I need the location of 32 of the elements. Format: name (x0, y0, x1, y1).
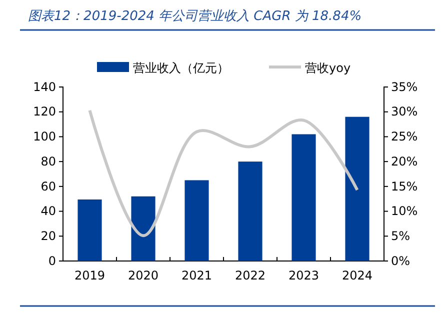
legend-label: 营收yoy (305, 61, 351, 75)
y2-tick-label: 30% (391, 104, 418, 119)
x-tick-label: 2022 (234, 268, 266, 283)
x-tick-label: 2021 (181, 268, 212, 283)
y-tick-label: 0 (48, 254, 56, 268)
bar (292, 134, 316, 261)
legend-label: 营业收入（亿元） (133, 61, 229, 75)
bar (238, 162, 262, 261)
y2-tick-label: 25% (391, 130, 418, 144)
y-tick-label: 20 (40, 228, 56, 243)
bar (78, 199, 102, 261)
x-tick-label: 2020 (128, 268, 159, 283)
y-tick-label: 120 (33, 104, 56, 119)
bar (131, 196, 156, 261)
chart-title: 图表12：2019-2024 年公司营业收入 CAGR 为 18.84% (28, 9, 362, 24)
y-tick-label: 60 (40, 179, 56, 194)
bar (184, 180, 209, 261)
y-tick-label: 40 (40, 204, 56, 218)
x-tick-label: 2019 (74, 268, 106, 283)
y2-tick-label: 35% (391, 80, 418, 94)
line-series (88, 108, 359, 238)
y2-tick-label: 10% (391, 204, 418, 218)
y2-tick-label: 20% (391, 154, 418, 168)
y-tick-label: 80 (40, 154, 56, 168)
y2-tick-label: 0% (391, 254, 410, 268)
y2-tick-label: 5% (391, 228, 410, 243)
x-tick-label: 2023 (288, 268, 320, 283)
y-tick-label: 100 (33, 130, 56, 144)
x-tick-label: 2024 (342, 268, 373, 283)
bar (345, 116, 370, 261)
y-tick-label: 140 (33, 80, 56, 94)
y2-tick-label: 15% (391, 179, 418, 194)
